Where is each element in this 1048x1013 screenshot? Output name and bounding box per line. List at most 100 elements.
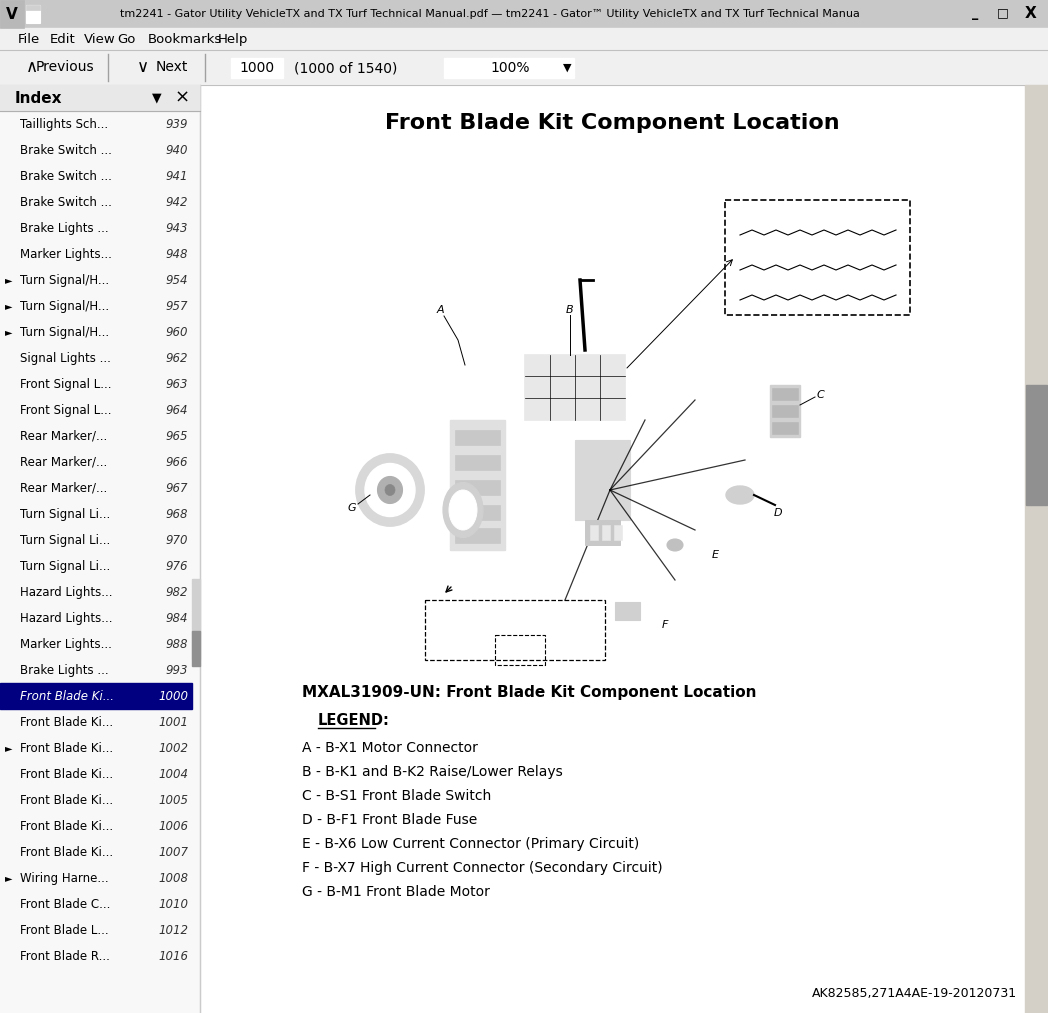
Text: Index: Index — [15, 90, 63, 105]
Text: 1002: 1002 — [158, 742, 188, 755]
Text: MXAL31909-UN: Front Blade Kit Component Location: MXAL31909-UN: Front Blade Kit Component … — [302, 685, 757, 700]
Text: Turn Signal/H...: Turn Signal/H... — [20, 300, 109, 312]
Bar — [991, 2, 1016, 24]
Bar — [425, 600, 605, 660]
Text: E: E — [712, 550, 719, 560]
Text: Hazard Lights...: Hazard Lights... — [20, 612, 112, 624]
Text: Front Signal L...: Front Signal L... — [20, 403, 111, 416]
Text: 1016: 1016 — [158, 949, 188, 962]
Text: 1004: 1004 — [158, 768, 188, 780]
Text: V: V — [6, 6, 18, 21]
Text: 1000: 1000 — [158, 690, 188, 702]
Text: 982: 982 — [166, 586, 188, 599]
Text: X: X — [1025, 5, 1036, 20]
Text: Front Blade Ki...: Front Blade Ki... — [20, 715, 113, 728]
Text: 942: 942 — [166, 196, 188, 209]
Text: LEGEND:: LEGEND: — [318, 712, 390, 727]
Text: _: _ — [971, 6, 978, 19]
Text: Marker Lights...: Marker Lights... — [20, 247, 112, 260]
Bar — [200, 85, 1048, 1013]
Text: 1012: 1012 — [158, 924, 188, 936]
Text: Wiring Harne...: Wiring Harne... — [20, 871, 109, 884]
Bar — [1025, 85, 1048, 1013]
Text: Next: Next — [156, 60, 189, 74]
Text: ∧: ∧ — [26, 58, 38, 76]
Text: ►: ► — [5, 743, 13, 753]
Text: Marker Lights...: Marker Lights... — [20, 637, 112, 650]
Bar — [0, 50, 1048, 85]
Text: Front Signal L...: Front Signal L... — [20, 378, 111, 390]
Text: Front Blade Kit Component Location: Front Blade Kit Component Location — [386, 113, 839, 133]
Bar — [0, 85, 200, 1013]
Text: Brake Switch ...: Brake Switch ... — [20, 196, 112, 209]
Text: Go: Go — [117, 32, 135, 46]
Text: Brake Lights ...: Brake Lights ... — [20, 222, 109, 234]
Text: ∨: ∨ — [137, 58, 149, 76]
Text: 965: 965 — [166, 430, 188, 443]
Ellipse shape — [377, 476, 402, 503]
Bar — [772, 405, 798, 417]
Bar — [192, 631, 200, 666]
Text: C: C — [816, 390, 824, 400]
Bar — [0, 0, 24, 28]
Text: 939: 939 — [166, 118, 188, 131]
Bar — [614, 525, 623, 540]
Text: 984: 984 — [166, 612, 188, 624]
Bar — [495, 635, 545, 665]
Bar — [963, 2, 987, 24]
Text: 960: 960 — [166, 325, 188, 338]
Text: 964: 964 — [166, 403, 188, 416]
Text: Rear Marker/...: Rear Marker/... — [20, 481, 107, 494]
Text: Front Blade R...: Front Blade R... — [20, 949, 110, 962]
Text: D: D — [773, 508, 782, 518]
Bar — [192, 579, 200, 659]
Text: 1007: 1007 — [158, 846, 188, 858]
Text: Front Blade Ki...: Front Blade Ki... — [20, 768, 113, 780]
Text: ×: × — [174, 89, 190, 107]
Text: 1005: 1005 — [158, 793, 188, 806]
Text: 1008: 1008 — [158, 871, 188, 884]
Text: Rear Marker/...: Rear Marker/... — [20, 430, 107, 443]
Bar — [0, 0, 1048, 28]
Text: Brake Lights ...: Brake Lights ... — [20, 664, 109, 677]
Text: ►: ► — [5, 301, 13, 311]
Text: ▼: ▼ — [563, 63, 571, 73]
Text: 943: 943 — [166, 222, 188, 234]
Text: Turn Signal/H...: Turn Signal/H... — [20, 274, 109, 287]
Text: View: View — [84, 32, 115, 46]
Bar — [772, 422, 798, 434]
Text: ►: ► — [5, 275, 13, 285]
Text: Turn Signal Li...: Turn Signal Li... — [20, 534, 110, 546]
Bar — [444, 58, 574, 78]
Text: A - B-X1 Motor Connector: A - B-X1 Motor Connector — [302, 741, 478, 755]
Text: 1010: 1010 — [158, 898, 188, 911]
Text: File: File — [18, 32, 40, 46]
Ellipse shape — [385, 484, 395, 495]
Text: Help: Help — [218, 32, 248, 46]
Text: Bookmarks: Bookmarks — [148, 32, 222, 46]
Text: 963: 963 — [166, 378, 188, 390]
Text: F - B-X7 High Current Connector (Secondary Circuit): F - B-X7 High Current Connector (Seconda… — [302, 861, 662, 875]
Bar — [455, 480, 500, 495]
Bar — [455, 505, 500, 520]
Text: A: A — [436, 305, 443, 315]
Text: B: B — [566, 305, 574, 315]
Text: 948: 948 — [166, 247, 188, 260]
Ellipse shape — [443, 482, 483, 538]
Text: AK82585,271A4AE-19-20120731: AK82585,271A4AE-19-20120731 — [812, 987, 1017, 1000]
Text: 954: 954 — [166, 274, 188, 287]
Text: Front Blade Ki...: Front Blade Ki... — [20, 793, 113, 806]
Bar — [455, 455, 500, 470]
Bar — [0, 683, 192, 709]
Text: 976: 976 — [166, 559, 188, 572]
Bar — [455, 430, 500, 445]
Text: 957: 957 — [166, 300, 188, 312]
Text: ▼: ▼ — [152, 91, 161, 104]
Text: Front Blade Ki...: Front Blade Ki... — [20, 742, 113, 755]
Text: Taillights Sch...: Taillights Sch... — [20, 118, 108, 131]
Ellipse shape — [726, 486, 754, 504]
Bar — [770, 385, 800, 437]
Text: Front Blade C...: Front Blade C... — [20, 898, 110, 911]
Bar — [602, 525, 610, 540]
Bar — [26, 5, 40, 23]
